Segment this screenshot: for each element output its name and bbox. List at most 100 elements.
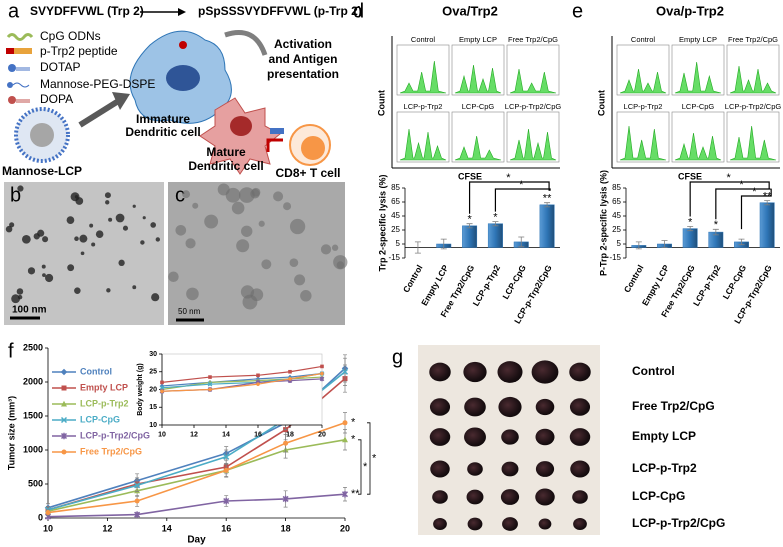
scale-label: 100 nm bbox=[12, 305, 47, 316]
particle bbox=[336, 261, 345, 269]
bracket bbox=[689, 181, 770, 217]
x-tick-label: 14 bbox=[162, 524, 172, 534]
particle bbox=[42, 273, 46, 278]
flow-panel bbox=[616, 44, 670, 96]
peptide-icon-tip bbox=[6, 48, 14, 54]
row-label: Control bbox=[632, 364, 675, 378]
bar bbox=[487, 223, 503, 248]
marker bbox=[341, 368, 349, 375]
x-tick-label: 10 bbox=[158, 432, 166, 439]
flow-panel-label: Control bbox=[631, 35, 656, 44]
error-bar bbox=[544, 202, 551, 208]
particle bbox=[168, 271, 179, 283]
tumor bbox=[538, 518, 552, 530]
particle bbox=[225, 187, 241, 203]
particle bbox=[5, 225, 13, 233]
particle bbox=[95, 230, 104, 238]
y-tick-label: -15 bbox=[388, 253, 400, 262]
particle bbox=[74, 236, 79, 242]
marker bbox=[60, 432, 68, 440]
particle bbox=[106, 288, 111, 293]
particle bbox=[204, 214, 219, 229]
legend-label: LCP-p-Trp2/CpG bbox=[80, 430, 150, 440]
particle bbox=[289, 258, 299, 268]
error-bar bbox=[687, 226, 694, 232]
particle bbox=[42, 236, 49, 243]
flow-panel-label: Empty LCP bbox=[679, 35, 717, 44]
significance: * bbox=[714, 219, 719, 231]
y-tick-label: 10 bbox=[149, 422, 157, 429]
marker bbox=[61, 449, 67, 455]
bracket bbox=[358, 439, 362, 495]
significance: * bbox=[351, 417, 356, 429]
particle bbox=[108, 217, 113, 222]
particle bbox=[283, 202, 292, 211]
y-tick-label: 65 bbox=[391, 197, 400, 206]
histogram-art bbox=[674, 61, 722, 94]
marker bbox=[160, 380, 164, 385]
bracket bbox=[367, 422, 371, 495]
panel-label: d bbox=[353, 0, 364, 22]
cell-label: Dendritic cell bbox=[125, 125, 200, 139]
marker bbox=[342, 436, 348, 443]
particle bbox=[115, 213, 125, 223]
marker bbox=[341, 490, 349, 498]
tumor bbox=[535, 461, 555, 477]
y-tick-label: 85 bbox=[391, 183, 400, 192]
cell-label: Dendritic cell bbox=[188, 159, 263, 173]
dopa-icon bbox=[8, 96, 16, 104]
panel-label: c bbox=[175, 184, 185, 206]
marker bbox=[320, 364, 324, 369]
cell-label: CD8+ T cell bbox=[275, 166, 340, 180]
tumor bbox=[572, 490, 588, 504]
x-tick-label: 12 bbox=[102, 524, 112, 534]
flow-panel bbox=[671, 111, 725, 163]
bracket-label: * bbox=[739, 179, 744, 191]
dotap-tail bbox=[16, 67, 30, 71]
y-tick-label: 25 bbox=[149, 369, 157, 376]
tumor bbox=[535, 428, 555, 446]
peg-tail bbox=[12, 82, 30, 88]
particle bbox=[105, 200, 110, 205]
marker bbox=[319, 376, 325, 382]
curved-arrow bbox=[224, 30, 268, 56]
bar bbox=[682, 228, 698, 248]
y-tick-label: 2000 bbox=[23, 376, 43, 386]
peptide-label: SVYDFFVWL (Trp 2) bbox=[30, 4, 144, 18]
tumor bbox=[570, 460, 590, 478]
flow-panel-label: Free Trp2/CpG bbox=[508, 35, 558, 44]
dopa-tail bbox=[16, 99, 30, 103]
tumor bbox=[429, 398, 451, 416]
bracket bbox=[468, 181, 550, 214]
cell-label: Mature bbox=[206, 145, 246, 159]
tumor bbox=[429, 428, 451, 446]
legend-label: LCP-p-Trp2 bbox=[80, 398, 129, 408]
marker bbox=[342, 420, 348, 426]
axis-title: Body weight (g) bbox=[137, 363, 144, 416]
particle bbox=[16, 288, 24, 295]
particle bbox=[142, 216, 146, 220]
x-tick-label: 12 bbox=[190, 432, 198, 439]
legend-label: Mannose-PEG-DSPE bbox=[40, 77, 155, 91]
tumor bbox=[501, 461, 519, 477]
row-label: Empty LCP bbox=[632, 429, 696, 443]
y-tick-label: 1500 bbox=[23, 410, 43, 420]
x-tick-label: 20 bbox=[318, 432, 326, 439]
receptor bbox=[270, 128, 284, 134]
significance: * bbox=[351, 434, 356, 446]
marker bbox=[223, 497, 230, 505]
marker bbox=[208, 387, 212, 392]
y-tick-label: 65 bbox=[612, 197, 621, 206]
step-label: and Antigen bbox=[269, 52, 338, 66]
tumor bbox=[535, 488, 555, 506]
particle bbox=[45, 273, 54, 283]
bracket-label: * bbox=[727, 172, 732, 184]
legend-label: LCP-CpG bbox=[80, 414, 120, 424]
axis-title: CFSE bbox=[458, 171, 482, 181]
panel-label: g bbox=[392, 346, 403, 368]
axis-title: CFSE bbox=[678, 171, 702, 181]
marker bbox=[134, 482, 141, 489]
